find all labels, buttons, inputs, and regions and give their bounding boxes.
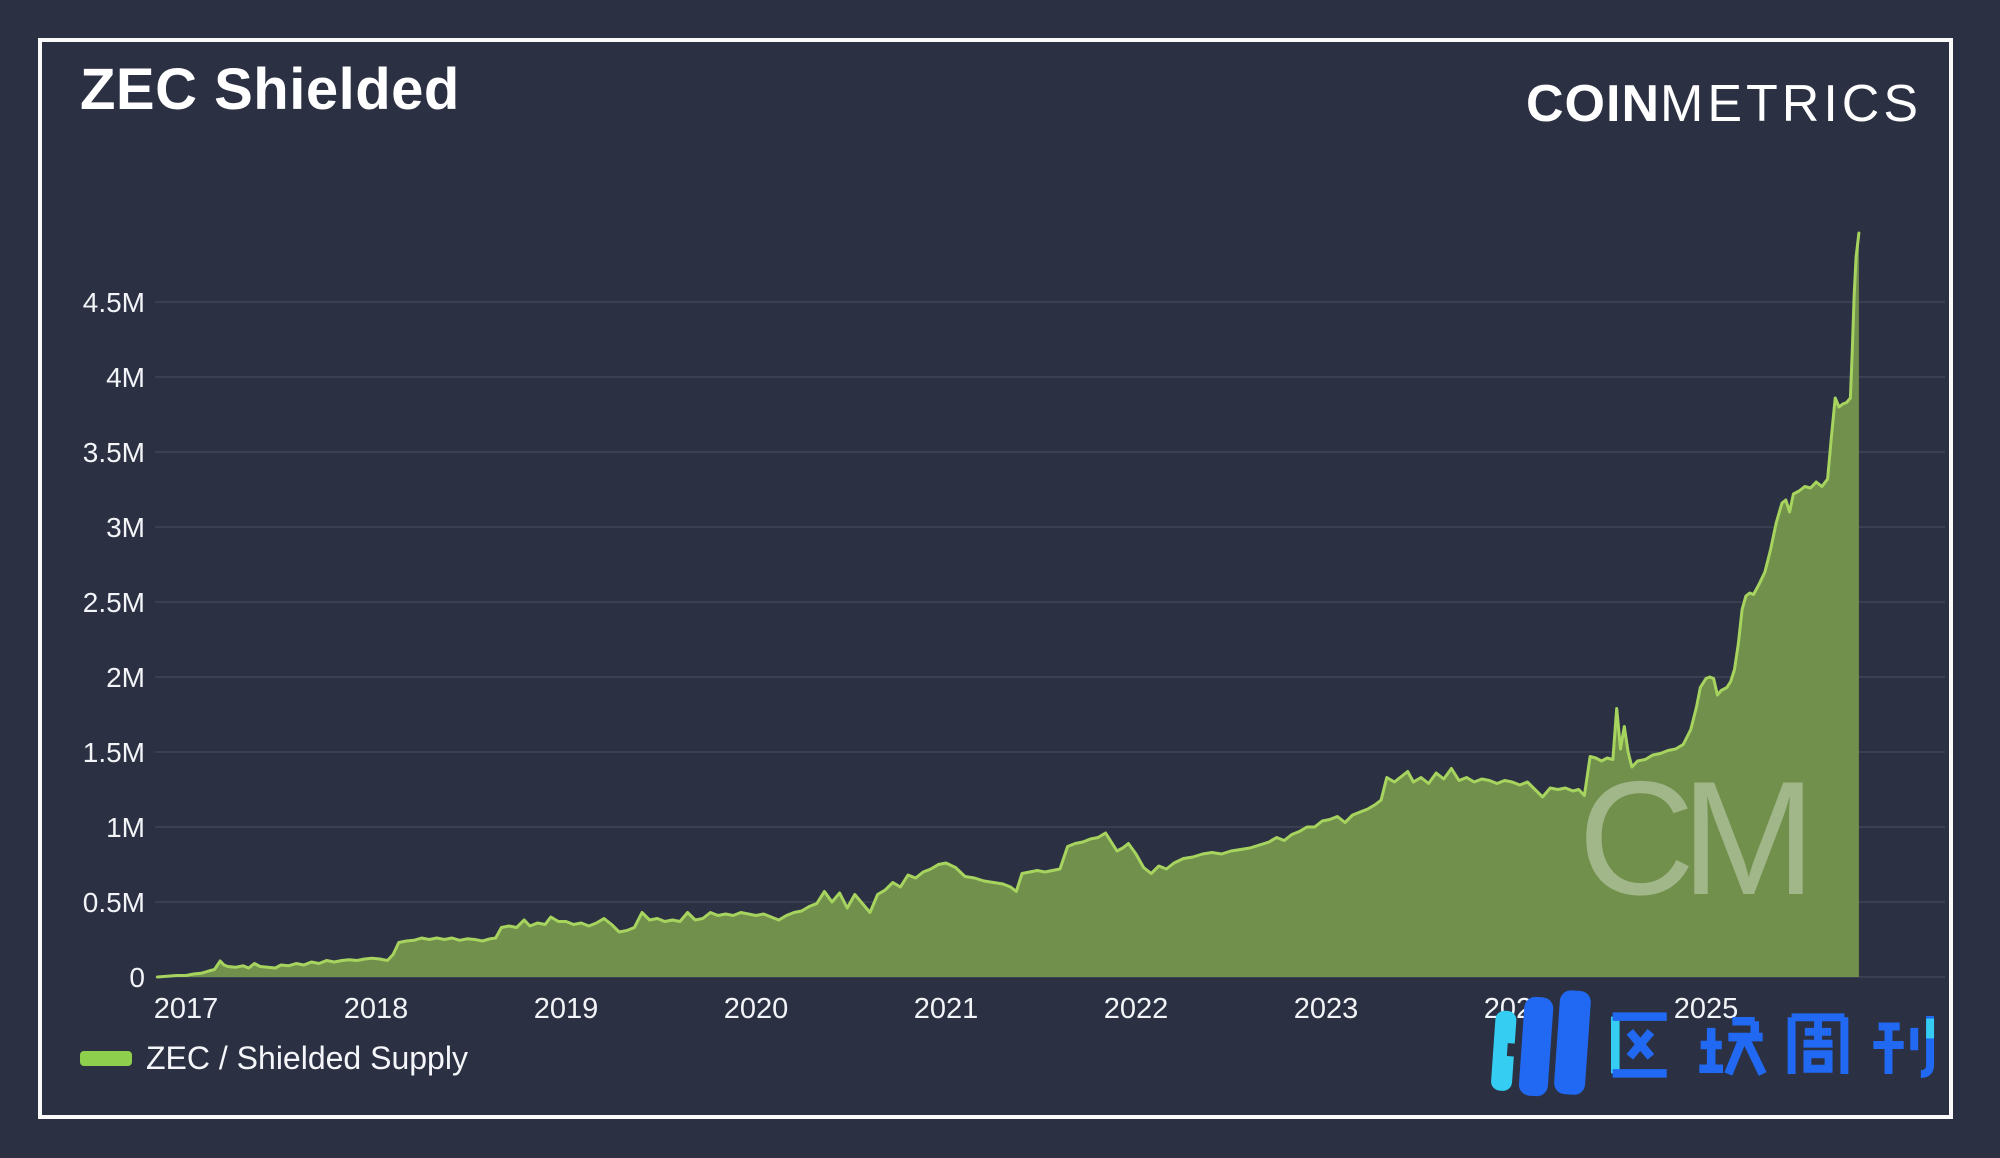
- blockweekly-char-kan: [1873, 1015, 1935, 1079]
- y-tick-label-2.5M: 2.5M: [83, 587, 145, 618]
- blockweekly-watermark-logo: [1491, 990, 1935, 1097]
- x-tick-label-2019: 2019: [534, 993, 599, 1025]
- x-tick-label-2023: 2023: [1294, 993, 1359, 1025]
- blockweekly-char-zhou: [1787, 1013, 1849, 1075]
- y-tick-label-1M: 1M: [106, 812, 145, 843]
- legend-swatch: [80, 1050, 132, 1066]
- x-tick-label-2017: 2017: [154, 993, 219, 1025]
- x-tick-label-2022: 2022: [1104, 993, 1169, 1025]
- blockweekly-char-qu: [1610, 1012, 1667, 1078]
- y-tick-label-4.5M: 4.5M: [83, 287, 145, 318]
- y-tick-label-3M: 3M: [106, 512, 145, 543]
- blockweekly-b-mark: [1491, 990, 1591, 1097]
- y-tick-label-0: 0: [129, 962, 145, 993]
- y-tick-label-2M: 2M: [106, 662, 145, 693]
- x-tick-label-2021: 2021: [914, 993, 979, 1025]
- x-tick-label-2018: 2018: [344, 993, 409, 1025]
- legend-label: ZEC / Shielded Supply: [146, 1039, 468, 1076]
- coinmetrics-logo: COINMETRICS: [1526, 74, 1922, 134]
- series-area-fill: [157, 233, 1859, 977]
- panel-frame-border: [38, 38, 1953, 1119]
- coinmetrics-logo-bold: COIN: [1526, 75, 1660, 133]
- series-line: [156, 231, 1861, 979]
- x-tick-label-2020: 2020: [724, 993, 789, 1025]
- cm-watermark: CM: [1578, 748, 1816, 929]
- coinmetrics-logo-light: METRICS: [1660, 75, 1922, 133]
- y-tick-label-1.5M: 1.5M: [83, 737, 145, 768]
- legend: ZEC / Shielded Supply: [80, 1038, 468, 1078]
- blockweekly-char-kuai: [1699, 1016, 1767, 1076]
- page-title: ZEC Shielded: [80, 57, 460, 122]
- y-tick-label-3.5M: 3.5M: [83, 437, 145, 468]
- x-tick-label-2025: 2025: [1674, 993, 1739, 1025]
- y-tick-label-4M: 4M: [106, 362, 145, 393]
- y-tick-label-0.5M: 0.5M: [83, 887, 145, 918]
